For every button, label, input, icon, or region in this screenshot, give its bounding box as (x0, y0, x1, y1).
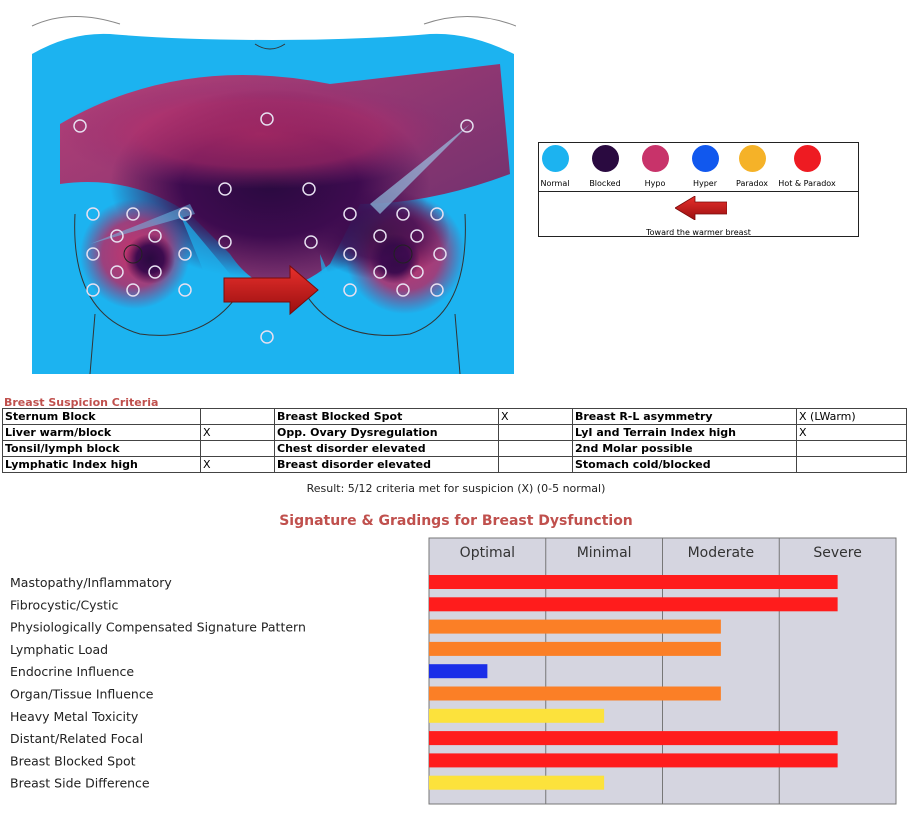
scale-label: Optimal (460, 545, 515, 561)
criteria-result: Result: 5/12 criteria met for suspicion … (306, 482, 606, 495)
table-row: Lymphatic Index high X Breast disorder e… (2, 456, 907, 473)
bar (429, 731, 838, 746)
legend-item-hyper: Hyper (675, 145, 735, 188)
thermography-map (31, 16, 516, 375)
category-label: Fibrocystic/Cystic (10, 597, 118, 612)
criteria-mark: X (498, 408, 573, 425)
bar (429, 641, 721, 656)
scale-label: Minimal (577, 545, 632, 561)
criteria-label: 2nd Molar possible (572, 440, 797, 457)
bar (429, 708, 605, 723)
bar (429, 664, 488, 679)
criteria-mark (498, 424, 573, 441)
legend-item-hot-paradox: Hot & Paradox (777, 145, 837, 188)
paradox-swatch (738, 145, 766, 172)
criteria-table: Sternum Block Breast Blocked Spot X Brea… (2, 408, 907, 473)
criteria-mark: X (796, 424, 907, 441)
criteria-label: Breast disorder elevated (274, 456, 499, 473)
bar (429, 619, 721, 634)
criteria-label: Breast Blocked Spot (274, 408, 499, 425)
criteria-mark (200, 408, 275, 425)
category-label: Physiologically Compensated Signature Pa… (10, 620, 306, 635)
criteria-mark (200, 440, 275, 457)
normal-swatch (541, 145, 569, 172)
legend-label: Paradox (735, 179, 769, 188)
legend-arrow-label: Toward the warmer breast (646, 228, 751, 237)
bars (429, 575, 838, 790)
legend-item-hypo: Hypo (625, 145, 685, 188)
scale-label: Moderate (688, 545, 755, 561)
criteria-label: Stomach cold/blocked (572, 456, 797, 473)
grading-chart: Optimal Minimal Moderate Severe Mastopathy/… (10, 537, 897, 805)
bar (429, 775, 605, 790)
category-label: Endocrine Influence (10, 664, 134, 679)
bar (429, 575, 838, 589)
hot-paradox-swatch (793, 145, 821, 172)
legend-item-blocked: Blocked (575, 145, 635, 188)
criteria-mark (498, 456, 573, 473)
warmer-breast-arrow (223, 264, 319, 316)
legend-swatches: Normal Blocked Hypo Hyper Paradox Hot & … (539, 143, 858, 192)
criteria-mark (796, 440, 907, 457)
criteria-label: Opp. Ovary Dysregulation (274, 424, 499, 441)
criteria-mark: X (200, 424, 275, 441)
category-label: Heavy Metal Toxicity (10, 709, 139, 724)
legend-label: Blocked (589, 179, 621, 188)
category-label: Organ/Tissue Influence (10, 687, 154, 702)
legend-item-paradox: Paradox (722, 145, 782, 188)
legend-item-normal: Normal (525, 145, 585, 188)
criteria-label: Lymphatic Index high (2, 456, 201, 473)
category-label: Mastopathy/Inflammatory (10, 575, 172, 590)
bar (429, 686, 721, 701)
criteria-mark: X (LWarm) (796, 408, 907, 425)
category-label: Lymphatic Load (10, 642, 108, 657)
criteria-label: LyI and Terrain Index high (572, 424, 797, 441)
legend-label: Hypo (644, 179, 666, 188)
table-row: Tonsil/lymph block Chest disorder elevat… (2, 440, 907, 457)
criteria-label: Liver warm/block (2, 424, 201, 441)
legend-label: Hyper (692, 179, 718, 188)
criteria-label: Chest disorder elevated (274, 440, 499, 457)
category-label: Breast Blocked Spot (10, 753, 136, 768)
criteria-label: Tonsil/lymph block (2, 440, 201, 457)
legend-label: Normal (540, 179, 570, 188)
criteria-title: Breast Suspicion Criteria (4, 396, 159, 409)
legend-label: Hot & Paradox (778, 179, 836, 188)
scale-labels: Optimal Minimal Moderate Severe (460, 545, 862, 561)
bar (429, 753, 838, 768)
chart-title: Signature & Gradings for Breast Dysfunct… (279, 513, 633, 529)
criteria-label: Sternum Block (2, 408, 201, 425)
table-row: Liver warm/block X Opp. Ovary Dysregulat… (2, 424, 907, 441)
hyper-swatch (691, 145, 719, 172)
legend: Normal Blocked Hypo Hyper Paradox Hot & … (538, 142, 859, 237)
criteria-label: Breast R-L asymmetry (572, 408, 797, 425)
arrow-left-icon (675, 196, 727, 220)
criteria-mark: X (200, 456, 275, 473)
scale-label: Severe (813, 545, 861, 561)
criteria-mark (498, 440, 573, 457)
hypo-swatch (641, 145, 669, 172)
blocked-swatch (591, 145, 619, 172)
category-labels: Mastopathy/Inflammatory Fibrocystic/Cysti… (10, 575, 306, 791)
bar (429, 597, 838, 612)
table-row: Sternum Block Breast Blocked Spot X Brea… (2, 408, 907, 425)
category-label: Distant/Related Focal (10, 731, 143, 746)
criteria-mark (796, 456, 907, 473)
category-label: Breast Side Difference (10, 776, 150, 791)
